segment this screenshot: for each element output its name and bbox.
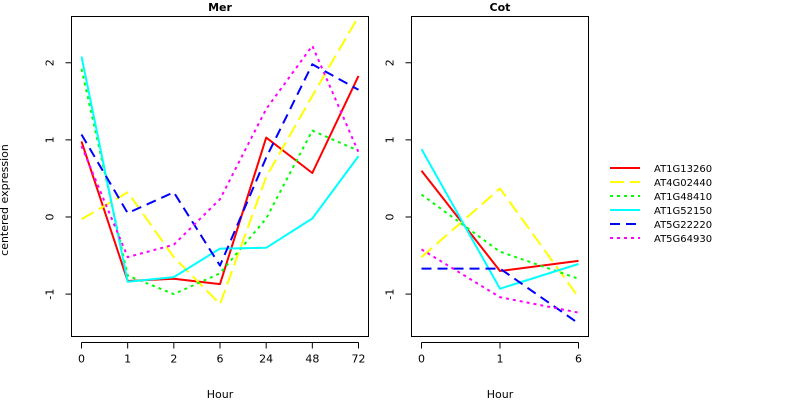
legend: AT1G13260 AT4G02440 AT1G48410 AT1G52150 AT5G… — [610, 164, 712, 245]
x-tick-label: 48 — [305, 353, 319, 366]
legend-label: AT1G13260 — [654, 164, 712, 175]
legend-label: AT4G02440 — [654, 178, 712, 189]
legend-label: AT5G64930 — [654, 234, 712, 245]
x-tick-label: 24 — [259, 353, 273, 366]
x-tick-label: 6 — [217, 353, 224, 366]
y-tick-label: 0 — [44, 213, 57, 220]
x-tick-label: 2 — [170, 353, 177, 366]
series-line-at1g52150 — [420, 148, 579, 290]
panel-title-cot: Cot — [490, 1, 511, 14]
y-tick-label: 0 — [384, 213, 397, 220]
x-tick-label: 1 — [124, 353, 131, 366]
series-line-at5g64930 — [420, 248, 579, 314]
x-axis-title-mer: Hour — [207, 388, 234, 400]
x-tick-label: 0 — [78, 353, 85, 366]
panel-title-mer: Mer — [208, 1, 232, 14]
series-line-at1g13260 — [80, 75, 360, 286]
legend-label: AT5G22220 — [654, 220, 712, 231]
legend-label: AT1G48410 — [654, 192, 712, 203]
series-line-at1g48410 — [80, 68, 359, 296]
y-tick-label: 2 — [44, 59, 57, 66]
series-line-at4g02440 — [80, 15, 360, 306]
legend-label: AT1G52150 — [654, 206, 712, 217]
y-axis-title: centered expression — [0, 144, 11, 256]
y-tick-label: -1 — [44, 289, 57, 300]
x-tick-label: 1 — [497, 353, 504, 366]
x-tick-label: 6 — [575, 353, 582, 366]
series-line-at5g64930 — [80, 44, 360, 259]
y-tick-label: 2 — [384, 59, 397, 66]
plot-frame-cot — [411, 16, 589, 337]
y-tick-label: 1 — [384, 136, 397, 143]
y-tick-label: -1 — [384, 289, 397, 300]
y-tick-label: 1 — [44, 136, 57, 143]
series-line-at5g22220 — [80, 63, 359, 267]
series-line-at1g13260 — [420, 170, 579, 272]
panel-cot: Cot -1 0 1 2 0 1 6 Hour — [384, 1, 589, 400]
x-tick-label: 72 — [352, 353, 366, 366]
plot-frame-mer — [71, 16, 369, 337]
series-line-at1g52150 — [80, 56, 360, 283]
panel-mer: Mer -1 0 1 2 0 1 2 6 24 48 72 Hour — [44, 1, 369, 400]
series-line-at4g02440 — [420, 187, 580, 298]
x-tick-label: 0 — [418, 353, 425, 366]
series-line-at5g22220 — [421, 267, 580, 325]
x-axis-title-cot: Hour — [487, 388, 514, 400]
